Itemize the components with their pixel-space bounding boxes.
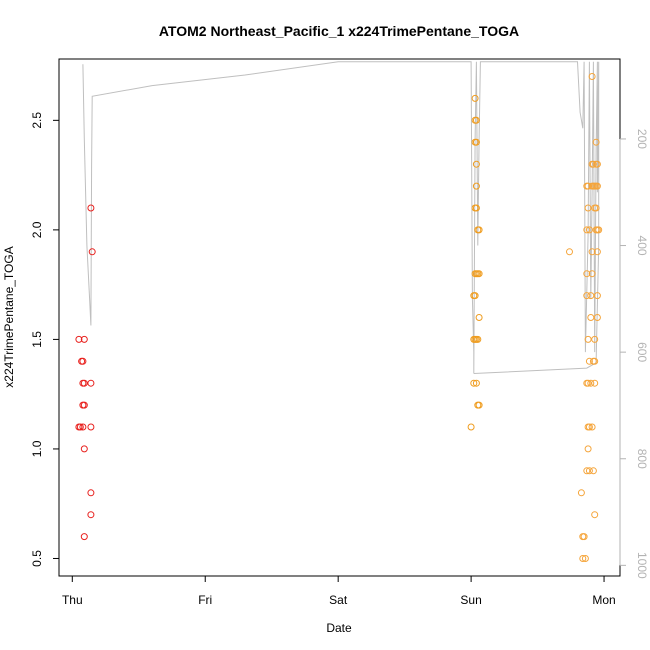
data-point (79, 357, 87, 365)
data-point (584, 182, 592, 190)
data-point (583, 226, 591, 234)
y-axis-label: x224TrimePentane_TOGA (2, 246, 16, 387)
data-point (593, 160, 601, 168)
data-point (471, 292, 479, 300)
data-point (472, 116, 480, 124)
data-point (87, 204, 95, 212)
data-point (80, 335, 88, 343)
data-point (580, 533, 588, 541)
data-point (584, 335, 592, 343)
secondary-y-axis: 200 400 600 800 1000 (619, 129, 649, 579)
data-point (584, 379, 592, 387)
data-point (80, 379, 88, 387)
data-point (472, 138, 480, 146)
data-point (76, 423, 84, 431)
y2-tick-label: 1000 (635, 552, 649, 579)
data-point (87, 489, 95, 497)
y2-tick-label: 800 (635, 449, 649, 469)
x-tick-label: Sat (329, 593, 348, 607)
x-axis-label: Date (326, 621, 352, 635)
data-point (584, 204, 592, 212)
y2-tick-label: 600 (635, 342, 649, 362)
y-tick-label: 2.0 (30, 221, 44, 238)
data-point (80, 401, 88, 409)
data-point (593, 182, 601, 190)
data-point (87, 379, 95, 387)
data-point (589, 160, 597, 168)
data-point (577, 489, 585, 497)
data-point (75, 335, 83, 343)
data-point (583, 270, 591, 278)
data-point (475, 226, 483, 234)
data-point (80, 445, 88, 453)
data-point (475, 314, 483, 321)
data-point (591, 357, 599, 365)
x-axis: Thu Fri Sat Sun Mon (62, 575, 616, 607)
data-point (593, 314, 601, 321)
data-point (588, 73, 596, 80)
data-point (472, 379, 480, 387)
data-point (581, 555, 589, 562)
data-point (593, 248, 601, 256)
data-point (583, 292, 591, 300)
y2-tick-label: 400 (635, 236, 649, 256)
y-axis: 0.5 1.0 1.5 2.0 2.5 (30, 112, 60, 567)
data-point (80, 533, 88, 541)
data-point (588, 423, 596, 431)
data-point (583, 467, 591, 475)
data-point (585, 423, 593, 431)
data-point (587, 292, 595, 300)
x-tick-label: Mon (592, 593, 615, 607)
data-point (591, 379, 599, 387)
y-tick-label: 2.5 (30, 112, 44, 129)
data-point (474, 335, 482, 343)
x-tick-label: Thu (62, 593, 83, 607)
data-point (579, 555, 587, 562)
data-point (88, 248, 96, 256)
data-point (475, 270, 483, 278)
y-tick-label: 1.0 (30, 440, 44, 457)
data-point (587, 314, 595, 321)
data-point (585, 226, 593, 234)
data-point (587, 379, 595, 387)
data-point (584, 445, 592, 453)
x-tick-label: Fri (198, 593, 212, 607)
y-tick-label: 0.5 (30, 550, 44, 567)
data-point (592, 138, 600, 146)
data-point (589, 467, 597, 475)
data-point (471, 94, 479, 102)
data-point (470, 379, 478, 387)
data-point (87, 511, 95, 519)
x-tick-label: Sun (460, 593, 481, 607)
data-point (593, 292, 601, 300)
y-tick-label: 1.5 (30, 331, 44, 348)
pressure-line (82, 61, 600, 374)
data-point (475, 401, 483, 409)
chart-title: ATOM2 Northeast_Pacific_1 x224TrimePenta… (159, 23, 519, 39)
data-point (588, 270, 596, 278)
data-point (591, 335, 599, 343)
data-point (585, 467, 593, 475)
data-point (595, 226, 603, 234)
data-point (566, 248, 573, 256)
data-point (87, 423, 95, 431)
y2-tick-label: 200 (635, 129, 649, 149)
pressure-line-layer (82, 61, 600, 374)
data-point (472, 182, 480, 190)
data-point (592, 204, 600, 212)
data-point (585, 357, 593, 365)
plot-frame (58, 58, 621, 577)
data-point (467, 423, 475, 431)
data-point (591, 511, 599, 519)
data-point (79, 423, 87, 431)
data-point (472, 160, 480, 168)
data-point (588, 248, 596, 256)
data-point (472, 204, 480, 212)
data-points-layer (75, 73, 603, 562)
